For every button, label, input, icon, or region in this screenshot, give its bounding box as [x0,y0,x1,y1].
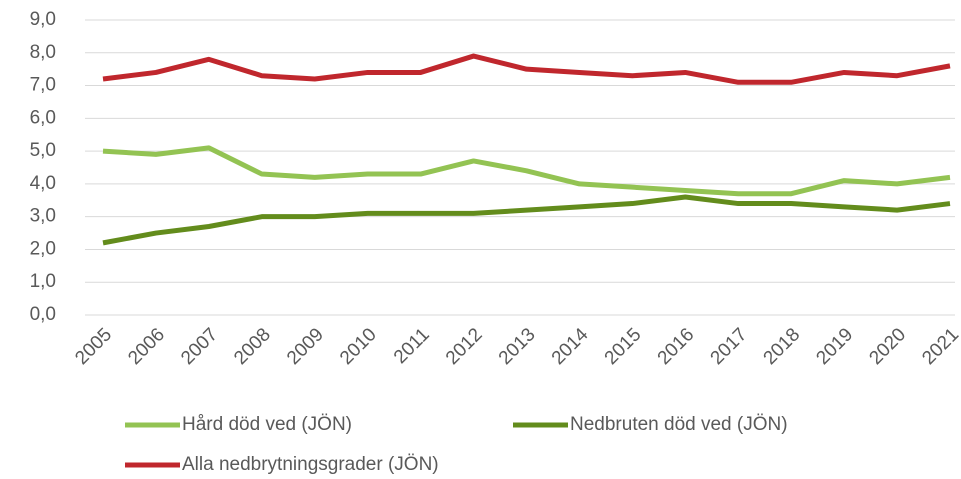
x-tick-label: 2020 [865,324,910,369]
x-tick-label: 2007 [177,324,222,369]
y-tick-label: 3,0 [30,206,56,227]
y-tick-label: 5,0 [30,140,56,161]
x-tick-label: 2013 [495,324,540,369]
y-tick-label: 4,0 [30,173,56,194]
x-tick-label: 2009 [283,324,328,369]
y-tick-label: 2,0 [30,238,56,259]
x-tick-label: 2021 [918,324,961,369]
x-tick-label: 2015 [601,324,646,369]
x-tick-label: 2011 [390,324,434,368]
x-tick-label: 2005 [71,324,116,369]
x-tick-label: 2019 [812,324,857,369]
x-tick-label: 2010 [336,324,381,369]
y-tick-label: 0,0 [30,304,56,325]
line-series [102,145,951,197]
legend-label: Alla nedbrytningsgrader (JÖN) [182,454,439,475]
x-tick-label: 2006 [124,324,169,369]
line-series [102,53,951,85]
x-tick-label: 2012 [442,324,487,369]
x-tick-label: 2017 [707,324,752,369]
x-tick-label: 2016 [654,324,699,369]
y-tick-label: 1,0 [30,271,56,292]
y-tick-label: 7,0 [30,75,56,96]
y-tick-label: 9,0 [30,9,56,30]
x-tick-label: 2008 [230,324,275,369]
y-tick-label: 6,0 [30,107,56,128]
y-tick-label: 8,0 [30,42,56,63]
x-tick-label: 2018 [760,324,805,369]
legend-label: Hård död ved (JÖN) [182,414,352,435]
x-tick-label: 2014 [548,324,593,369]
line-series [102,194,951,246]
legend-label: Nedbruten död ved (JÖN) [570,414,788,435]
